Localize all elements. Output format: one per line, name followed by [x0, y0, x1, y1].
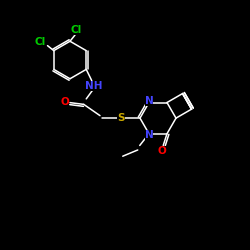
- Text: N: N: [144, 130, 153, 140]
- Text: O: O: [158, 146, 166, 156]
- Text: O: O: [60, 97, 69, 107]
- Text: Cl: Cl: [71, 25, 82, 35]
- Text: S: S: [118, 113, 125, 123]
- Text: NH: NH: [85, 81, 102, 91]
- Text: N: N: [144, 96, 153, 106]
- Text: Cl: Cl: [34, 37, 46, 47]
